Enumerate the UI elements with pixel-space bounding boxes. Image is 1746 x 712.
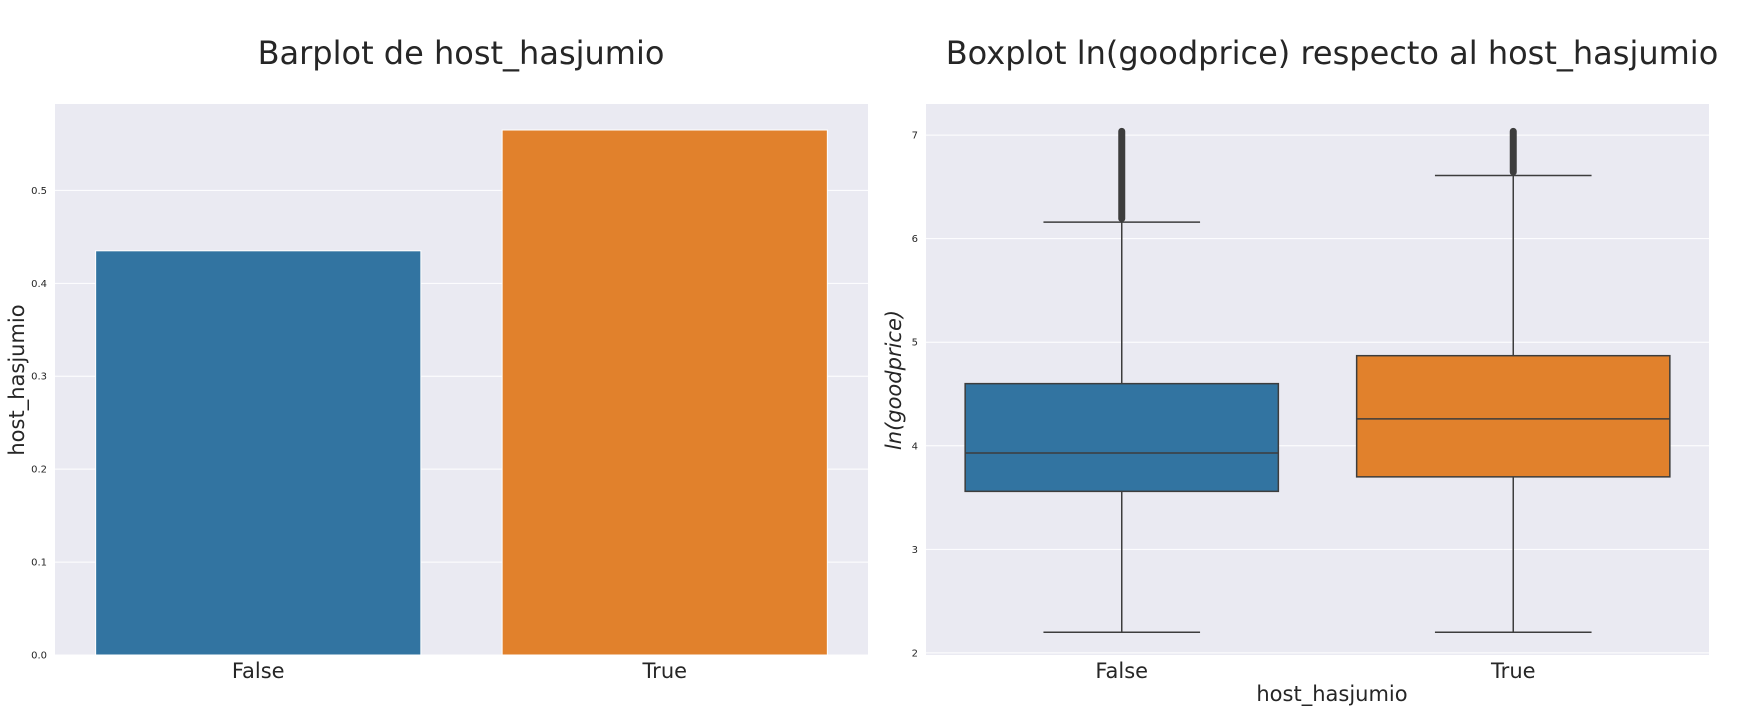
barplot-x-tick-label: False bbox=[232, 659, 285, 683]
boxplot-y-tick-label: 2 bbox=[912, 648, 918, 659]
barplot-y-ticks: 0.0 0.1 0.2 0.3 0.4 0.5 bbox=[31, 186, 47, 662]
boxplot-x-ticks: False True bbox=[1095, 659, 1535, 683]
boxplot-y-axis-label: ln(goodprice) bbox=[882, 310, 906, 450]
barplot-panel: 0.0 0.1 0.2 0.3 0.4 0.5 False True Barplot de … bbox=[5, 34, 868, 683]
boxplot-boxes bbox=[964, 127, 1671, 633]
boxplot-title: Boxplot ln(goodprice) respecto al host_h… bbox=[946, 34, 1719, 72]
boxplot-y-tick-label: 7 bbox=[912, 131, 918, 142]
boxplot-y-tick-label: 3 bbox=[912, 545, 918, 556]
barplot-y-tick-label: 0.4 bbox=[31, 279, 47, 290]
boxplot-x-axis-label: host_hasjumio bbox=[1256, 682, 1407, 707]
barplot-bars bbox=[95, 129, 828, 656]
boxplot-y-tick-label: 5 bbox=[912, 338, 918, 349]
boxplot-x-tick-label: False bbox=[1095, 659, 1148, 683]
boxplot-x-tick-label: True bbox=[1490, 659, 1536, 683]
boxplot-y-tick-label: 4 bbox=[912, 441, 918, 452]
bar-false bbox=[95, 250, 422, 656]
barplot-title: Barplot de host_hasjumio bbox=[258, 34, 665, 72]
box-false bbox=[964, 382, 1280, 493]
boxplot-panel: 2 3 4 5 6 7 False True Boxplot ln(goodprice) r… bbox=[882, 34, 1718, 707]
barplot-x-ticks: False True bbox=[232, 659, 687, 683]
box-true bbox=[1355, 354, 1671, 478]
barplot-x-tick-label: True bbox=[641, 659, 687, 683]
bar-true bbox=[501, 129, 828, 656]
outliers-true bbox=[1509, 127, 1517, 176]
boxplot-y-tick-label: 6 bbox=[912, 234, 918, 245]
barplot-y-tick-label: 0.0 bbox=[31, 651, 47, 662]
barplot-y-tick-label: 0.2 bbox=[31, 465, 47, 476]
barplot-y-tick-label: 0.3 bbox=[31, 372, 47, 383]
boxplot-y-ticks: 2 3 4 5 6 7 bbox=[912, 131, 918, 660]
barplot-y-axis-label: host_hasjumio bbox=[5, 304, 30, 455]
outliers-false bbox=[1118, 127, 1126, 223]
barplot-y-tick-label: 0.1 bbox=[31, 558, 47, 569]
barplot-y-tick-label: 0.5 bbox=[31, 186, 47, 197]
